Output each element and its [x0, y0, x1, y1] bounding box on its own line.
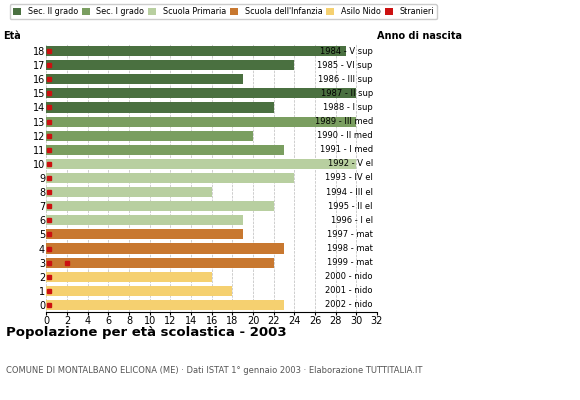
Bar [46, 258, 274, 268]
Bar [46, 46, 346, 56]
Bar [46, 116, 356, 127]
Bar [46, 60, 294, 70]
Bar [46, 159, 356, 169]
Bar [46, 187, 212, 197]
Bar [46, 244, 284, 254]
Text: COMUNE DI MONTALBANO ELICONA (ME) · Dati ISTAT 1° gennaio 2003 · Elaborazione TU: COMUNE DI MONTALBANO ELICONA (ME) · Dati… [6, 366, 422, 375]
Bar [46, 229, 242, 240]
Bar [46, 272, 212, 282]
Legend: Sec. II grado, Sec. I grado, Scuola Primaria, Scuola dell'Infanzia, Asilo Nido, : Sec. II grado, Sec. I grado, Scuola Prim… [10, 4, 437, 20]
Text: Età: Età [3, 31, 21, 41]
Bar [46, 88, 356, 98]
Bar [46, 173, 294, 183]
Bar [46, 74, 242, 84]
Bar [46, 131, 253, 141]
Bar [46, 145, 284, 155]
Text: Popolazione per età scolastica - 2003: Popolazione per età scolastica - 2003 [6, 326, 287, 339]
Text: Anno di nascita: Anno di nascita [377, 31, 462, 41]
Bar [46, 286, 233, 296]
Bar [46, 300, 284, 310]
Bar [46, 215, 242, 225]
Bar [46, 102, 274, 112]
Bar [46, 201, 274, 211]
